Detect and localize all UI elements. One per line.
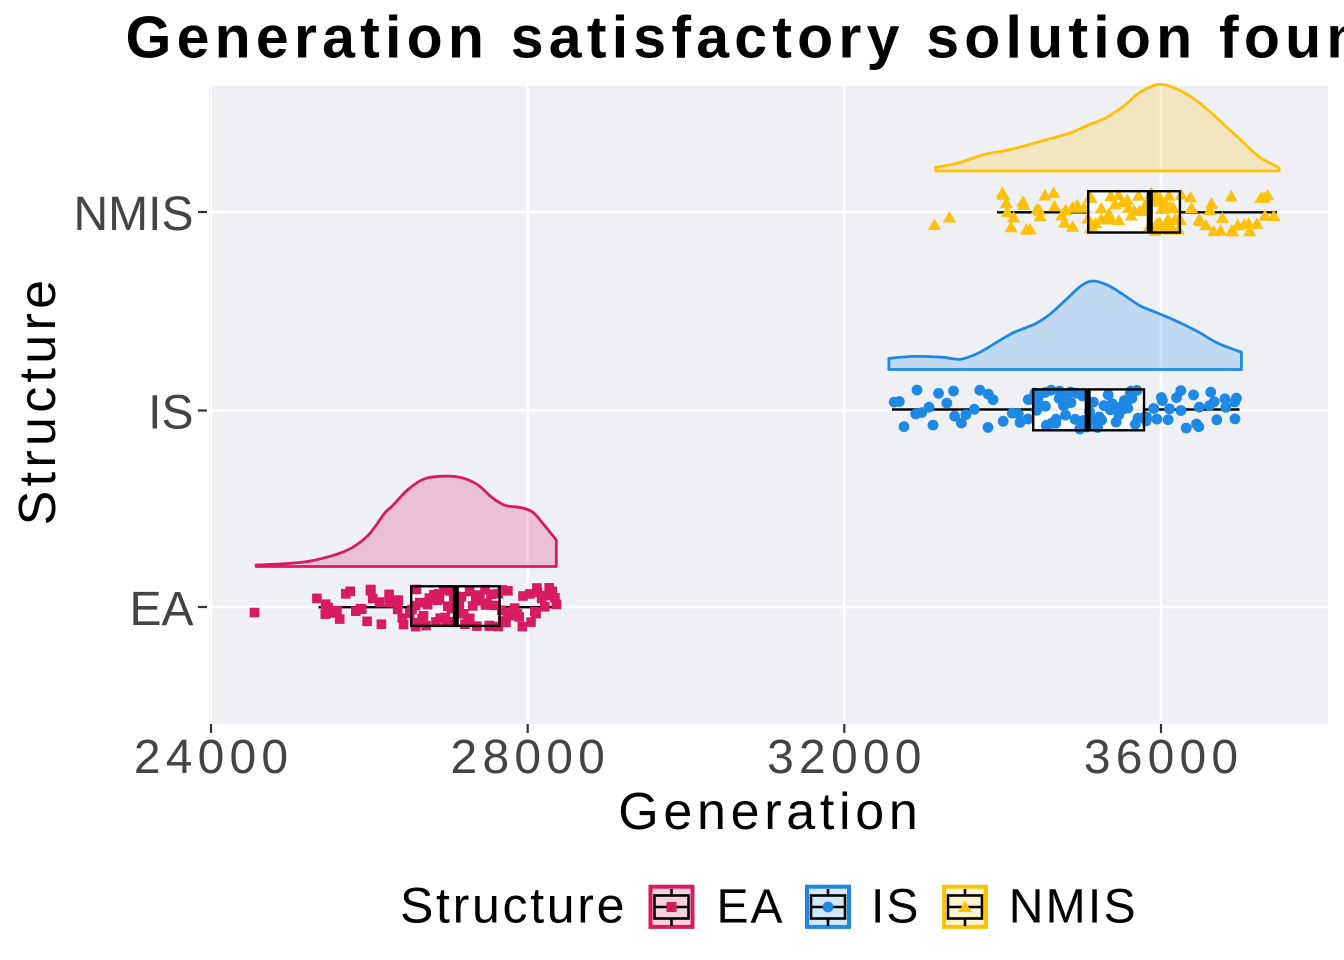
svg-text:EA: EA	[717, 881, 785, 934]
svg-text:Generation satisfactory soluti: Generation satisfactory solution found	[126, 5, 1344, 71]
svg-text:24000: 24000	[134, 731, 293, 784]
svg-text:IS: IS	[871, 881, 920, 934]
svg-text:28000: 28000	[451, 731, 610, 784]
svg-text:Generation: Generation	[618, 783, 922, 841]
svg-text:NMIS: NMIS	[74, 188, 194, 241]
svg-text:Structure: Structure	[400, 878, 627, 934]
svg-text:Structure: Structure	[9, 276, 67, 526]
svg-text:EA: EA	[129, 583, 193, 636]
svg-text:32000: 32000	[767, 731, 926, 784]
svg-text:IS: IS	[148, 387, 193, 440]
svg-text:36000: 36000	[1084, 731, 1243, 784]
svg-text:NMIS: NMIS	[1009, 881, 1138, 934]
